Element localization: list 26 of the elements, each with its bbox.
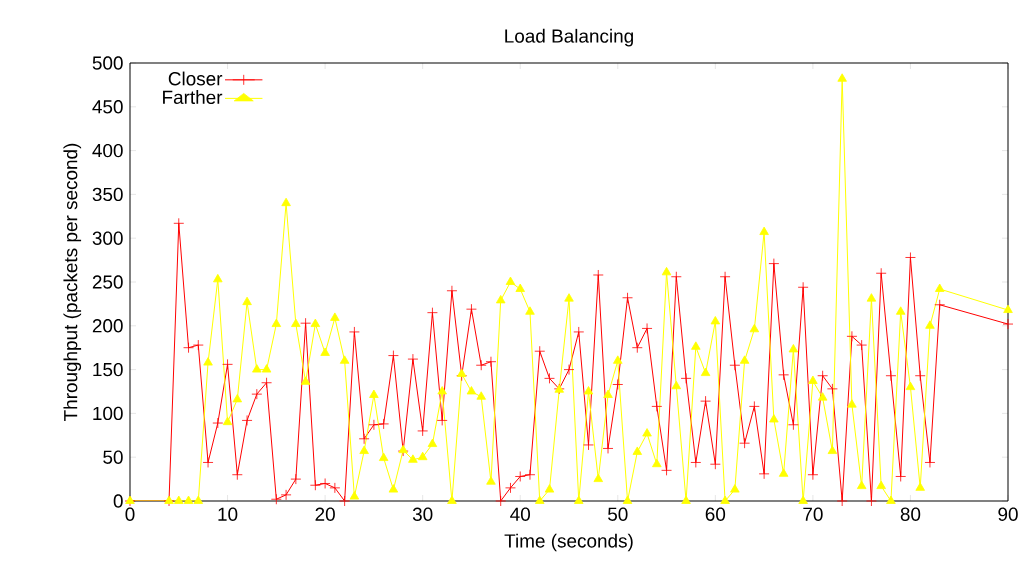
chart-title: Load Balancing xyxy=(505,28,633,47)
x-axis-title: Time (seconds) xyxy=(504,533,633,552)
y-tick-label: 300 xyxy=(92,231,123,245)
y-tick-label: 400 xyxy=(92,143,123,158)
y-tick-label: 50 xyxy=(103,450,123,464)
y-tick-label: 200 xyxy=(92,319,123,333)
x-tick-label: 60 xyxy=(705,507,726,521)
x-tick-label: 80 xyxy=(900,507,921,521)
y-tick-label: 450 xyxy=(92,100,123,114)
y-axis-title: Throughput (packets per second) xyxy=(63,143,82,421)
legend-label: Closer xyxy=(168,71,223,86)
y-tick-label: 350 xyxy=(92,187,123,202)
y-tick-label: 250 xyxy=(92,275,123,289)
legend-label: Farther xyxy=(163,90,223,105)
x-tick-label: 10 xyxy=(218,507,238,521)
y-tick-label: 150 xyxy=(93,362,123,377)
x-tick-label: 0 xyxy=(125,507,135,521)
x-tick-label: 20 xyxy=(315,507,335,521)
x-tick-label: 40 xyxy=(510,507,530,521)
y-tick-label: 100 xyxy=(93,406,123,421)
y-tick-label: 500 xyxy=(92,56,123,70)
x-tick-label: 30 xyxy=(412,507,433,521)
x-tick-label: 70 xyxy=(803,507,823,521)
x-tick-label: 50 xyxy=(608,507,628,521)
x-tick-label: 90 xyxy=(998,507,1018,521)
y-tick-label: 0 xyxy=(113,494,123,508)
